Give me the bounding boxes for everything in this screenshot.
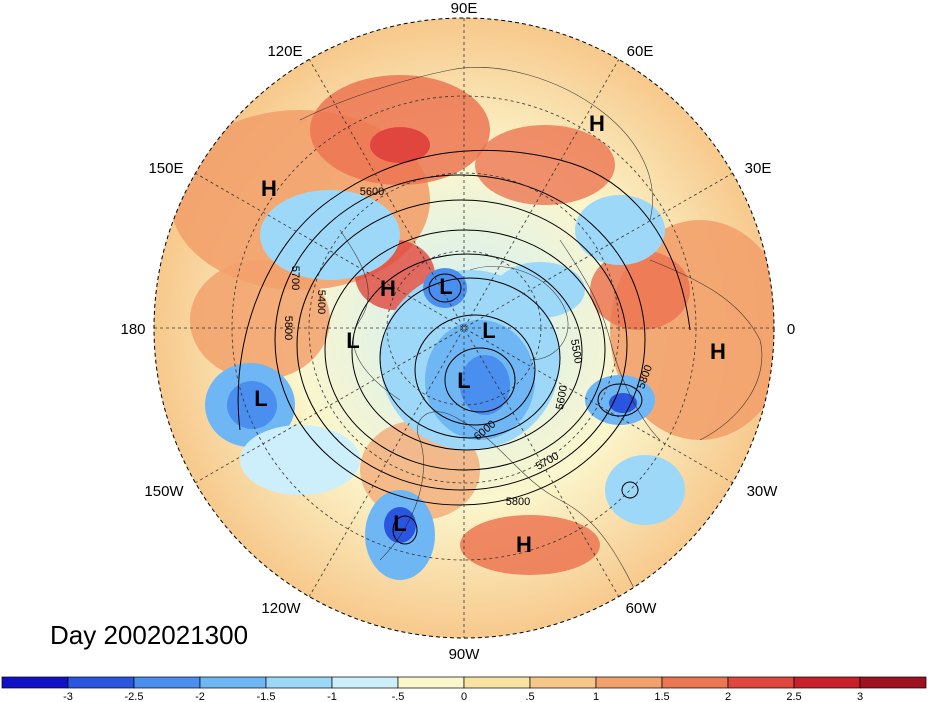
lon-label-120w: 120W	[261, 600, 301, 617]
colorbar-swatch	[727, 676, 795, 689]
lon-label-90w: 90W	[449, 646, 481, 663]
colorbar-tick-label: 1	[593, 691, 599, 702]
colorbar-swatch	[265, 676, 333, 689]
colorbar-swatch	[67, 676, 135, 689]
colorbar-tick-label: -1.5	[257, 691, 276, 702]
colorbar-swatches	[1, 676, 927, 689]
lon-label-90e: 90E	[451, 0, 478, 17]
contour-label: 5600	[554, 384, 570, 410]
colorbar-swatch	[397, 676, 465, 689]
low-pressure-marker: L	[439, 274, 452, 299]
high-pressure-marker: H	[380, 276, 396, 301]
lon-label-0: 0	[787, 321, 795, 338]
colorbar-tick-label: .5	[525, 691, 534, 702]
contour-label: 5800	[282, 316, 294, 340]
colorbar-tick-label: 2	[725, 691, 731, 702]
colorbar-tick-label: 0	[461, 691, 467, 702]
colorbar-swatch	[1, 676, 69, 689]
colorbar-tick-label: -2.5	[125, 691, 144, 702]
lon-label-150w: 150W	[144, 483, 184, 500]
colorbar-tick-label: 3	[857, 691, 863, 702]
colorbar-swatch	[595, 676, 663, 689]
colorbar-tick-label: -.5	[392, 691, 405, 702]
colorbar-swatch	[529, 676, 597, 689]
colorbar-swatch	[199, 676, 267, 689]
lon-label-30w: 30W	[747, 483, 779, 500]
contour-label: 5400	[315, 290, 327, 314]
colorbar-swatch	[133, 676, 201, 689]
colorbar: -3 -2.5 -2 -1.5 -1 -.5 0 .5 1 1.5 2 2.5 3	[1, 676, 927, 702]
day-title: Day 2002021300	[50, 620, 249, 650]
colorbar-swatch	[793, 676, 861, 689]
colorbar-labels: -3 -2.5 -2 -1.5 -1 -.5 0 .5 1 1.5 2 2.5 3	[63, 691, 863, 702]
coastlines	[299, 67, 763, 601]
high-pressure-marker: H	[710, 339, 726, 364]
high-pressure-marker: H	[589, 111, 605, 136]
high-pressure-marker: H	[261, 176, 277, 201]
colorbar-swatch	[331, 676, 399, 689]
low-pressure-marker: L	[393, 511, 406, 536]
colorbar-tick-label: 1.5	[654, 691, 669, 702]
colorbar-tick-label: -3	[63, 691, 73, 702]
contour-label: 5700	[289, 266, 301, 290]
contour-label: 5600	[360, 186, 384, 198]
lon-label-120e: 120E	[267, 43, 302, 60]
low-pressure-marker: L	[254, 386, 267, 411]
contours	[237, 149, 691, 545]
lon-label-180: 180	[120, 321, 145, 338]
low-pressure-marker: L	[457, 368, 470, 393]
lon-label-60w: 60W	[626, 600, 658, 617]
high-pressure-marker: H	[516, 532, 532, 557]
lon-label-60e: 60E	[627, 43, 654, 60]
lon-label-30e: 30E	[745, 160, 772, 177]
colorbar-swatch	[463, 676, 531, 689]
lon-label-150e: 150E	[148, 160, 183, 177]
colorbar-tick-label: -1	[327, 691, 337, 702]
low-pressure-marker: L	[482, 318, 495, 343]
anomaly-field	[154, 18, 774, 638]
contour-label: 5500	[568, 338, 584, 364]
colorbar-swatch	[661, 676, 729, 689]
polar-map: 90E 60E 120E 30E 150E 180 0 150W 30W 120…	[120, 0, 795, 663]
map-boundary	[153, 17, 775, 639]
contour-label: 5800	[506, 496, 530, 508]
colorbar-tick-label: -2	[195, 691, 205, 702]
colorbar-tick-label: 2.5	[786, 691, 801, 702]
colorbar-swatch	[859, 676, 927, 689]
low-pressure-marker: L	[346, 328, 359, 353]
graticule	[154, 18, 774, 638]
